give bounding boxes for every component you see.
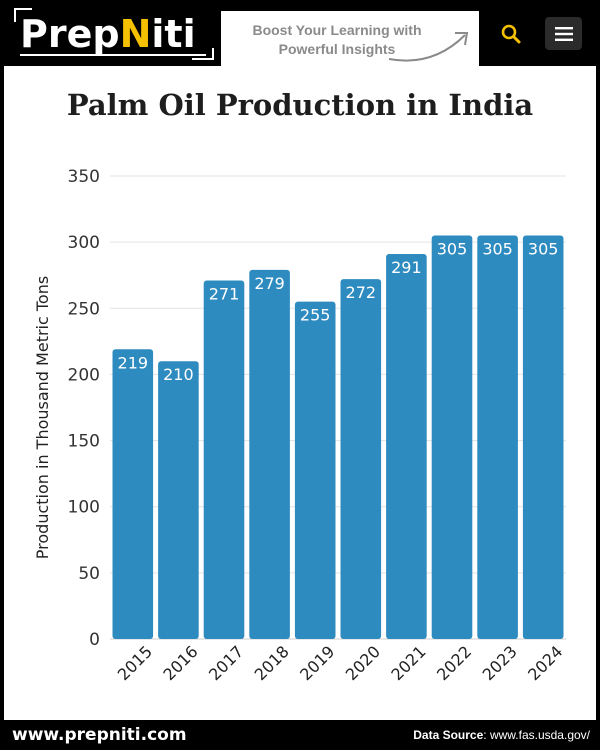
bar-chart: 0 50 100 150 200 250 300 350 Production in Thous… bbox=[33, 167, 566, 684]
x-tick-label: 2020 bbox=[342, 642, 384, 684]
search-icon bbox=[501, 24, 521, 44]
bar bbox=[522, 235, 564, 639]
bar bbox=[431, 235, 473, 639]
x-tick-label: 2016 bbox=[159, 642, 201, 684]
logo-prefix: Prep bbox=[20, 12, 120, 56]
x-tick-label: 2015 bbox=[114, 642, 156, 684]
bar-value-label: 291 bbox=[391, 258, 422, 277]
chart-title: Palm Oil Production in India bbox=[66, 88, 534, 122]
prepniti-logo[interactable]: PrepNiti bbox=[14, 8, 214, 60]
y-tick-label: 250 bbox=[68, 299, 100, 319]
bar bbox=[477, 235, 518, 639]
bar-value-label: 279 bbox=[254, 274, 285, 293]
bar bbox=[386, 254, 427, 639]
logo-corner-bottom-right bbox=[192, 48, 214, 60]
logo-corner-top-left bbox=[14, 8, 32, 22]
promo-line-2: Powerful Insights bbox=[278, 41, 396, 57]
x-tick-label: 2024 bbox=[524, 642, 566, 684]
logo-text: PrepNiti bbox=[20, 12, 196, 56]
promo-banner: Boost Your Learning with Powerful Insigh… bbox=[221, 11, 479, 66]
x-tick-label: 2018 bbox=[251, 642, 293, 684]
y-tick-label: 100 bbox=[68, 498, 100, 518]
y-axis-label: Production in Thousand Metric Tons bbox=[33, 276, 52, 559]
bar bbox=[294, 301, 336, 639]
bar-value-label: 219 bbox=[118, 353, 149, 372]
bar bbox=[340, 279, 382, 639]
y-tick-label: 50 bbox=[78, 564, 100, 584]
logo-suffix: iti bbox=[151, 12, 196, 56]
curved-arrow-icon bbox=[388, 32, 469, 62]
data-source-value: : www.fas.usda.gov/ bbox=[483, 728, 590, 742]
search-button[interactable] bbox=[497, 20, 525, 48]
y-tick-label: 350 bbox=[68, 167, 100, 187]
bar bbox=[203, 280, 245, 639]
data-source-label: Data Source bbox=[413, 728, 484, 742]
bar-value-label: 305 bbox=[437, 240, 468, 259]
site-footer: www.prepniti.com Data Source: www.fas.us… bbox=[0, 720, 600, 750]
y-tick-label: 0 bbox=[89, 630, 100, 650]
x-tick-label: 2019 bbox=[296, 642, 338, 684]
bar-value-label: 305 bbox=[482, 240, 513, 259]
bar bbox=[158, 361, 199, 639]
x-tick-label: 2017 bbox=[205, 642, 247, 684]
logo-accent: N bbox=[119, 12, 152, 56]
site-header: PrepNiti Boost Your Learning with Powerf… bbox=[0, 0, 600, 66]
bar bbox=[112, 349, 154, 639]
x-tick-label: 2023 bbox=[479, 642, 521, 684]
footer-site-link[interactable]: www.prepniti.com bbox=[12, 725, 187, 745]
hamburger-menu-icon bbox=[554, 26, 573, 41]
x-tick-label: 2021 bbox=[387, 642, 429, 684]
y-tick-label: 200 bbox=[68, 365, 100, 385]
data-source: Data Source: www.fas.usda.gov/ bbox=[413, 728, 590, 742]
promo-line-1: Boost Your Learning with bbox=[252, 22, 422, 38]
bar-value-label: 272 bbox=[346, 283, 377, 302]
menu-button[interactable] bbox=[545, 17, 582, 50]
bar bbox=[249, 269, 290, 639]
bar-value-label: 305 bbox=[528, 240, 559, 259]
y-tick-label: 300 bbox=[68, 233, 100, 253]
x-tick-label: 2022 bbox=[433, 642, 475, 684]
bar-value-label: 255 bbox=[300, 306, 331, 325]
bar-value-label: 271 bbox=[209, 285, 240, 304]
logo-underline bbox=[20, 54, 206, 56]
chart-panel: Palm Oil Production in India 0 50 100 150 20… bbox=[4, 66, 596, 720]
y-tick-label: 150 bbox=[68, 432, 100, 452]
bar-value-label: 210 bbox=[163, 365, 194, 384]
